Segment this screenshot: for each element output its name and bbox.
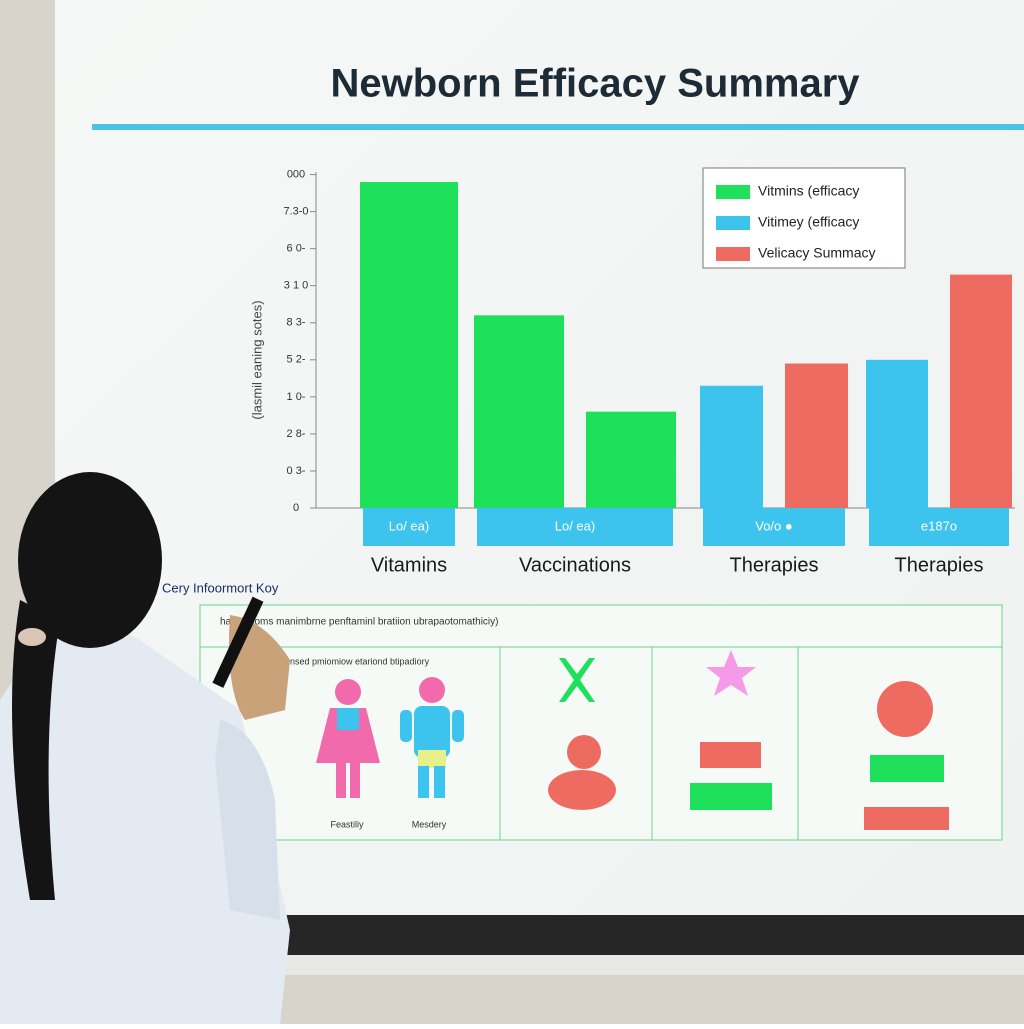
y-tick-label: 5 2- <box>287 354 306 366</box>
base-box <box>869 508 1009 546</box>
key-subheader: nsed pmiomiow etariond btipadiory <box>290 656 430 666</box>
y-tick-label: 7.3-0 <box>283 206 308 218</box>
base-label: Lo/ ea) <box>389 518 429 533</box>
key-title: Cery Infoormort Koy <box>162 580 279 595</box>
screen-frame <box>200 915 1024 955</box>
y-tick-label: 0 3- <box>287 465 306 477</box>
title-rule <box>92 124 1024 130</box>
icon-circle <box>877 681 933 737</box>
bar <box>866 359 928 508</box>
screen-ledge <box>200 955 1024 975</box>
y-tick-label: 2 8- <box>287 428 306 440</box>
base-label: Vo/o ● <box>755 518 793 533</box>
bar <box>360 181 458 508</box>
base-box <box>703 508 845 546</box>
y-tick-label: 8 3- <box>287 317 306 329</box>
key-label: Mesdery <box>412 819 447 829</box>
icon-baby <box>548 735 616 810</box>
chart-title: Newborn Efficacy Summary <box>330 62 860 106</box>
base-box <box>363 508 455 546</box>
icon-bar <box>870 755 944 782</box>
x-tick-label: Therapies <box>730 554 819 576</box>
base-label: e187o <box>921 518 957 533</box>
y-tick-label: 0 <box>293 502 299 514</box>
icon-bar <box>864 807 949 830</box>
bar <box>785 363 848 508</box>
legend-swatch <box>716 216 750 230</box>
base-box <box>477 508 673 546</box>
person <box>0 472 290 1024</box>
bar <box>474 315 564 508</box>
legend-label: Velicacy Summacy <box>758 245 875 261</box>
legend-label: Vitimey (efficacy <box>758 214 859 230</box>
y-axis-label: (lasmil eaning sotes) <box>249 300 264 419</box>
legend-swatch <box>716 185 750 199</box>
y-tick-label: 6 0- <box>287 243 306 255</box>
base-label: Lo/ ea) <box>555 518 595 533</box>
y-tick-label: 1 0- <box>287 391 306 403</box>
bar <box>950 274 1012 508</box>
icon-bar <box>690 783 772 810</box>
y-tick-label: 3 1 0 <box>284 280 308 292</box>
icon-star <box>706 650 756 696</box>
bar <box>700 385 763 508</box>
y-tick-label: 000 <box>287 168 305 180</box>
figure-pink <box>316 679 380 798</box>
icon-cross <box>559 658 595 702</box>
key-header: hasid bioms manimbrne penftaminl bratiio… <box>220 617 498 628</box>
icon-bar <box>700 742 761 768</box>
x-tick-label: Therapies <box>895 554 984 576</box>
plot: 0 0 3- 2 8- 1 0- 5 2- 8 3- 3 1 0 6 0- 7.3-0 000 Vi… <box>283 168 1012 576</box>
legend-swatch <box>716 247 750 261</box>
figure-blue <box>400 677 464 798</box>
key-label: Feastiliy <box>330 819 364 829</box>
bar <box>586 411 676 508</box>
x-tick-label: Vitamins <box>371 554 447 576</box>
legend-label: Vitmins (efficacy <box>758 183 859 199</box>
x-tick-label: Vaccinations <box>519 554 631 576</box>
